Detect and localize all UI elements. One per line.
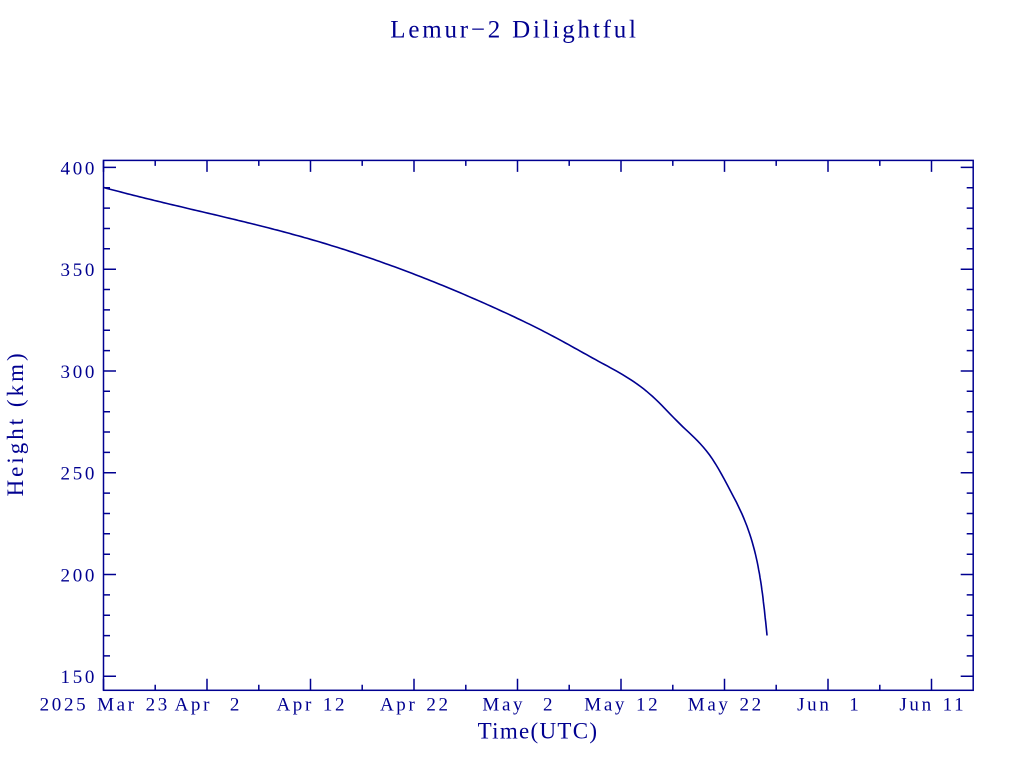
svg-text:200: 200	[61, 565, 97, 586]
svg-text:Height (km): Height (km)	[3, 350, 28, 496]
svg-text:Apr 2: Apr 2	[175, 694, 242, 715]
svg-text:150: 150	[61, 667, 97, 688]
svg-text:Time(UTC): Time(UTC)	[478, 719, 599, 744]
svg-text:Jun 1: Jun 1	[797, 694, 861, 715]
svg-text:250: 250	[61, 464, 97, 485]
svg-text:400: 400	[61, 158, 97, 179]
svg-text:May 22: May 22	[688, 694, 764, 715]
svg-text:Apr 12: Apr 12	[276, 694, 347, 715]
svg-text:Apr 22: Apr 22	[380, 694, 451, 715]
svg-text:May 12: May 12	[584, 694, 660, 715]
svg-text:Jun 11: Jun 11	[899, 694, 966, 715]
svg-text:350: 350	[61, 260, 97, 281]
svg-text:2025 Mar 23: 2025 Mar 23	[40, 694, 170, 715]
svg-text:Lemur−2 Dilightful: Lemur−2 Dilightful	[390, 17, 639, 44]
svg-text:May 2: May 2	[482, 694, 555, 715]
svg-text:300: 300	[61, 362, 97, 383]
